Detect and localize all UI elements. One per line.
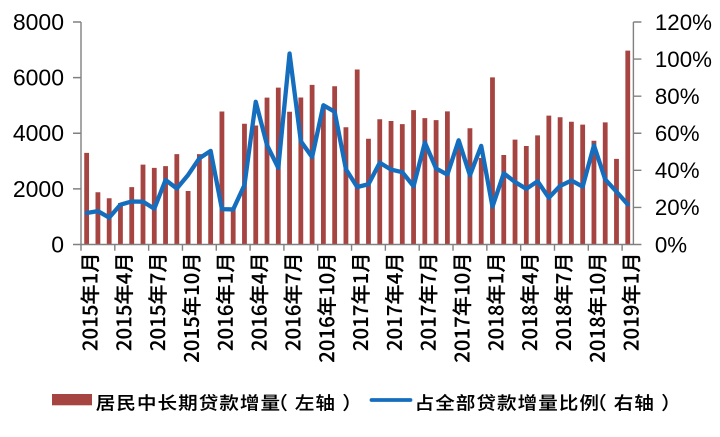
svg-text:80%: 80% bbox=[655, 84, 700, 109]
svg-text:0: 0 bbox=[51, 232, 64, 258]
svg-text:120%: 120% bbox=[655, 10, 712, 35]
svg-text:20%: 20% bbox=[655, 195, 700, 220]
svg-text:8000: 8000 bbox=[13, 9, 64, 35]
svg-text:4000: 4000 bbox=[13, 120, 64, 146]
svg-text:60%: 60% bbox=[655, 121, 700, 146]
svg-text:2000: 2000 bbox=[13, 176, 64, 202]
svg-text:6000: 6000 bbox=[13, 65, 64, 91]
svg-text:0%: 0% bbox=[655, 232, 687, 257]
svg-text:100%: 100% bbox=[655, 47, 712, 72]
svg-text:40%: 40% bbox=[655, 158, 700, 183]
